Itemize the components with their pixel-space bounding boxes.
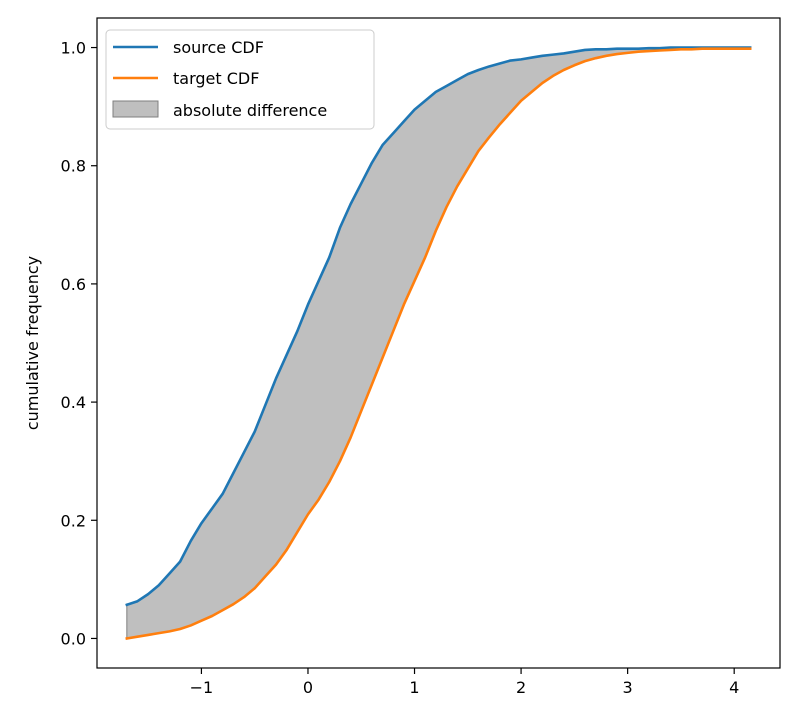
y-tick-label: 0.8 <box>61 157 86 176</box>
y-tick-label: 0.0 <box>61 629 86 648</box>
legend-source-label: source CDF <box>173 38 264 57</box>
x-tick-label: −1 <box>190 678 214 697</box>
y-axis-label: cumulative frequency <box>23 256 42 430</box>
x-tick-label: 0 <box>303 678 313 697</box>
legend-difference-swatch <box>112 100 159 118</box>
plot-area <box>125 46 752 640</box>
target-cdf-line <box>125 47 752 640</box>
y-tick-label: 1.0 <box>61 39 86 58</box>
source-cdf-line <box>125 46 752 607</box>
x-axis: −1 0 1 2 3 4 <box>190 668 739 697</box>
x-tick-label: 2 <box>516 678 526 697</box>
y-axis: 0.0 0.2 0.4 0.6 0.8 1.0 <box>61 39 97 648</box>
legend-difference-label: absolute difference <box>173 101 327 120</box>
x-tick-label: 4 <box>729 678 739 697</box>
legend-target-label: target CDF <box>173 69 259 88</box>
legend-frame <box>105 29 375 130</box>
y-tick-label: 0.2 <box>61 511 86 530</box>
y-tick-label: 0.6 <box>61 275 86 294</box>
legend: source CDF target CDF absolute differenc… <box>105 29 375 130</box>
y-tick-label: 0.4 <box>61 393 86 412</box>
x-tick-label: 1 <box>409 678 419 697</box>
plot-frame <box>96 17 781 669</box>
x-tick-label: 3 <box>623 678 633 697</box>
